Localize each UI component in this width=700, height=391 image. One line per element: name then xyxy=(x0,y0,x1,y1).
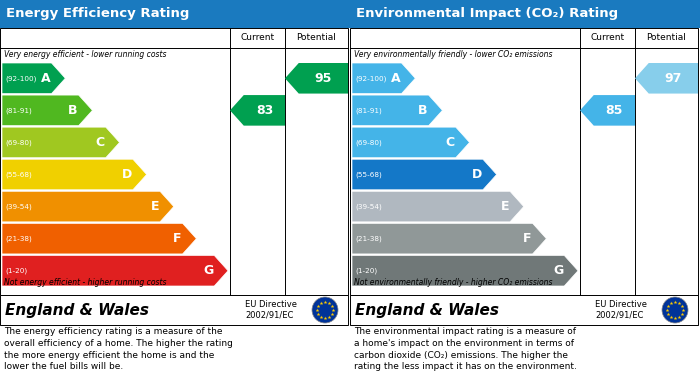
Polygon shape xyxy=(352,159,496,190)
Text: Very environmentally friendly - lower CO₂ emissions: Very environmentally friendly - lower CO… xyxy=(354,50,552,59)
Bar xyxy=(350,0,700,28)
Text: C: C xyxy=(96,136,105,149)
Text: Very energy efficient - lower running costs: Very energy efficient - lower running co… xyxy=(4,50,167,59)
Text: (92-100): (92-100) xyxy=(5,75,36,82)
Polygon shape xyxy=(352,127,470,158)
Polygon shape xyxy=(2,63,65,93)
Polygon shape xyxy=(2,127,120,158)
Bar xyxy=(350,28,698,295)
Polygon shape xyxy=(580,95,635,126)
Polygon shape xyxy=(352,191,524,222)
Text: 83: 83 xyxy=(256,104,273,117)
Text: (39-54): (39-54) xyxy=(5,203,32,210)
Text: 95: 95 xyxy=(315,72,332,85)
Text: E: E xyxy=(150,200,159,213)
Text: The environmental impact rating is a measure of
a home's impact on the environme: The environmental impact rating is a mea… xyxy=(354,327,577,371)
Bar xyxy=(0,0,350,28)
Text: G: G xyxy=(553,264,564,277)
Polygon shape xyxy=(285,63,348,93)
Text: (69-80): (69-80) xyxy=(5,139,32,146)
Text: D: D xyxy=(122,168,132,181)
Bar xyxy=(0,295,348,325)
Text: E: E xyxy=(500,200,509,213)
Text: Not environmentally friendly - higher CO₂ emissions: Not environmentally friendly - higher CO… xyxy=(354,278,552,287)
Text: (55-68): (55-68) xyxy=(355,171,382,178)
Text: (55-68): (55-68) xyxy=(5,171,32,178)
Text: England & Wales: England & Wales xyxy=(5,303,149,317)
Text: (92-100): (92-100) xyxy=(355,75,386,82)
Text: The energy efficiency rating is a measure of the
overall efficiency of a home. T: The energy efficiency rating is a measur… xyxy=(4,327,233,371)
Text: C: C xyxy=(446,136,455,149)
Polygon shape xyxy=(352,223,547,254)
Text: EU Directive
2002/91/EC: EU Directive 2002/91/EC xyxy=(245,300,297,320)
Polygon shape xyxy=(352,95,442,126)
Text: F: F xyxy=(523,232,531,245)
Bar xyxy=(0,28,348,295)
Polygon shape xyxy=(230,95,285,126)
Polygon shape xyxy=(352,63,415,93)
Text: B: B xyxy=(68,104,78,117)
Text: B: B xyxy=(418,104,428,117)
Polygon shape xyxy=(352,255,578,286)
Text: Not energy efficient - higher running costs: Not energy efficient - higher running co… xyxy=(4,278,167,287)
Text: Current: Current xyxy=(590,34,624,43)
Text: (39-54): (39-54) xyxy=(355,203,382,210)
Text: EU Directive
2002/91/EC: EU Directive 2002/91/EC xyxy=(595,300,647,320)
Polygon shape xyxy=(2,159,146,190)
Text: Energy Efficiency Rating: Energy Efficiency Rating xyxy=(6,7,190,20)
Text: (81-91): (81-91) xyxy=(5,107,32,114)
Bar xyxy=(350,295,698,325)
Text: (21-38): (21-38) xyxy=(355,235,382,242)
Text: Potential: Potential xyxy=(297,34,337,43)
Text: 97: 97 xyxy=(665,72,682,85)
Text: (69-80): (69-80) xyxy=(355,139,382,146)
Text: 85: 85 xyxy=(606,104,623,117)
Text: (21-38): (21-38) xyxy=(5,235,32,242)
Text: (1-20): (1-20) xyxy=(5,267,27,274)
Text: F: F xyxy=(173,232,181,245)
Polygon shape xyxy=(2,191,174,222)
Polygon shape xyxy=(635,63,698,93)
Text: (81-91): (81-91) xyxy=(355,107,382,114)
Text: A: A xyxy=(41,72,50,85)
Text: Potential: Potential xyxy=(647,34,687,43)
Text: Current: Current xyxy=(240,34,274,43)
Polygon shape xyxy=(2,223,197,254)
Text: Environmental Impact (CO₂) Rating: Environmental Impact (CO₂) Rating xyxy=(356,7,618,20)
Text: G: G xyxy=(203,264,214,277)
Circle shape xyxy=(662,297,688,323)
Text: England & Wales: England & Wales xyxy=(355,303,499,317)
Text: A: A xyxy=(391,72,400,85)
Circle shape xyxy=(312,297,338,323)
Polygon shape xyxy=(2,95,92,126)
Polygon shape xyxy=(2,255,228,286)
Text: D: D xyxy=(472,168,482,181)
Text: (1-20): (1-20) xyxy=(355,267,377,274)
